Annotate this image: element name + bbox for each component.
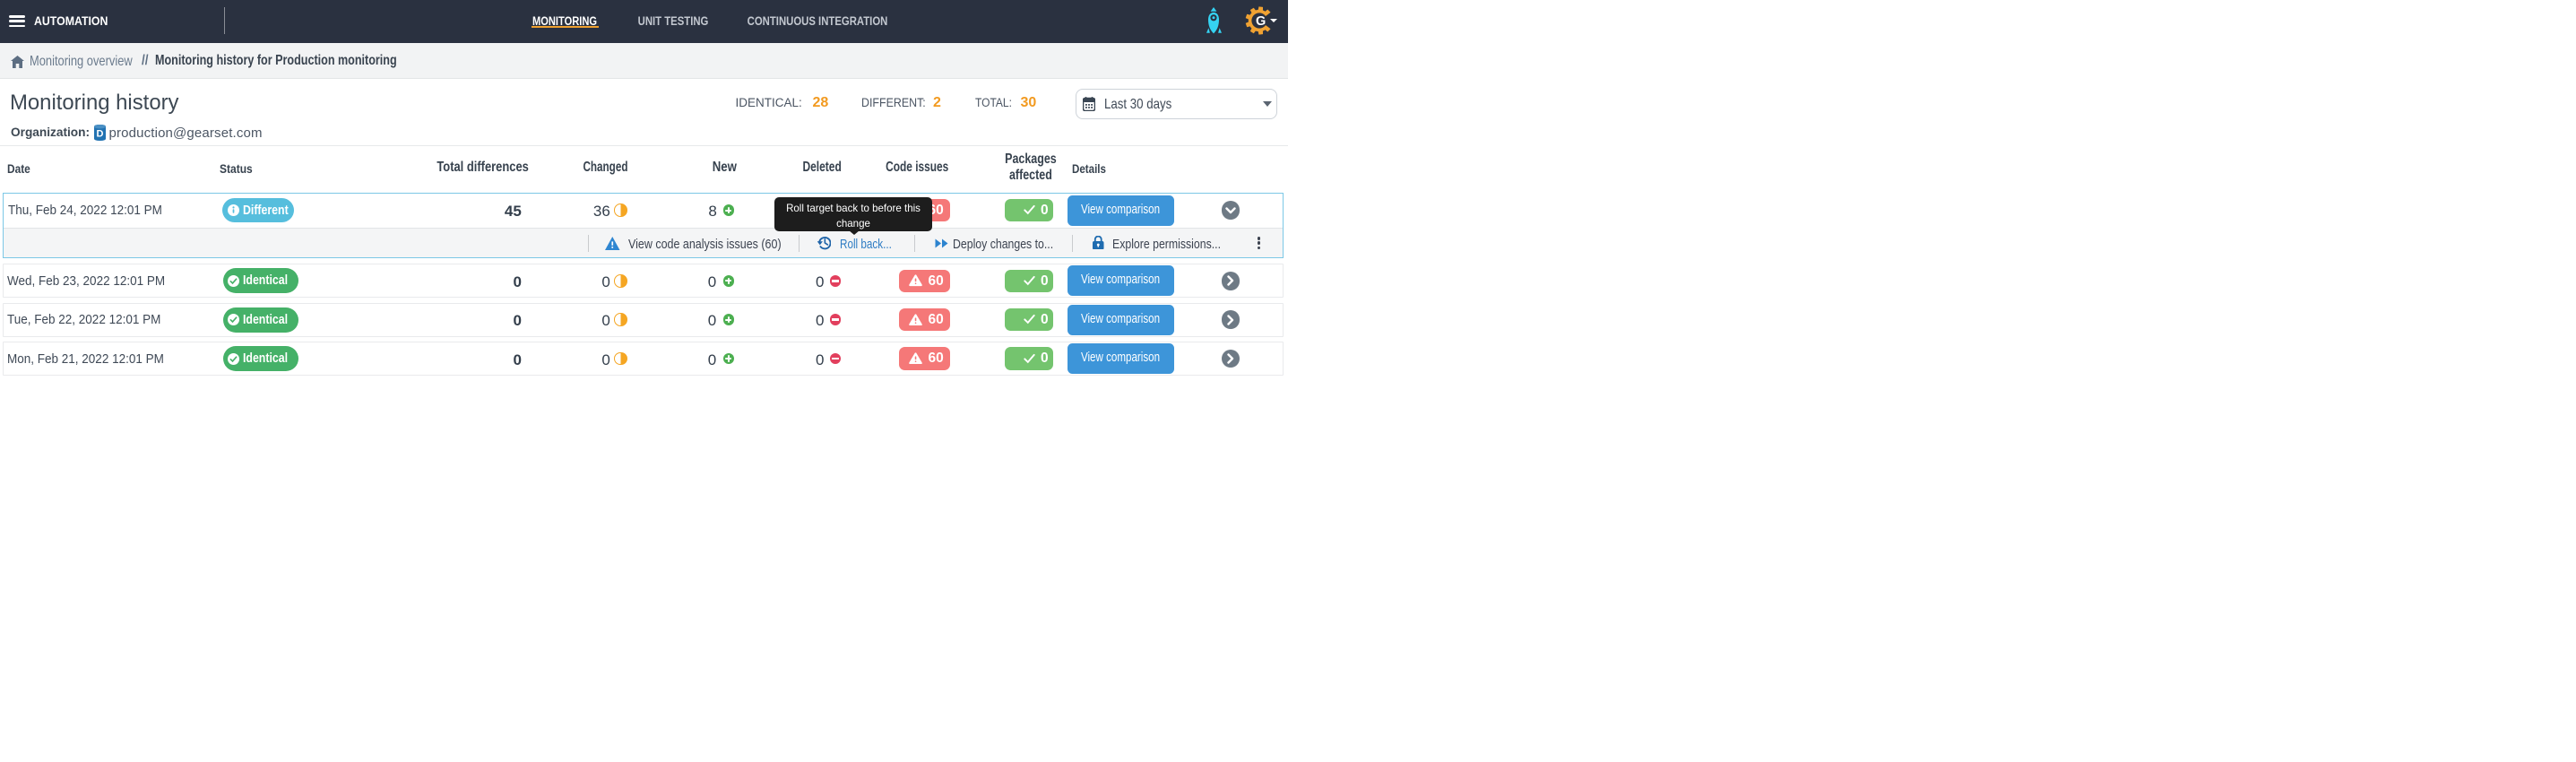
svg-text:G: G	[1256, 13, 1266, 28]
svg-text:D: D	[97, 128, 104, 139]
